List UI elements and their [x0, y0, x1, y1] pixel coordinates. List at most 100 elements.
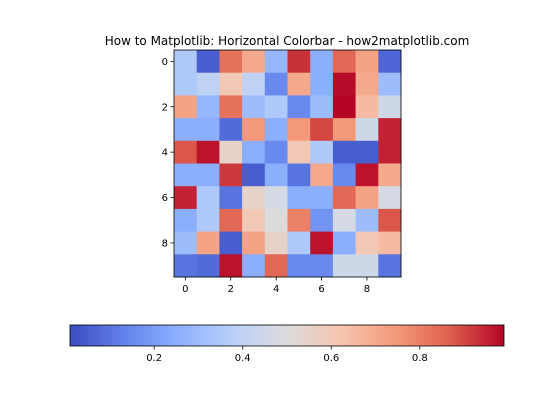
heatmap-cell — [196, 95, 220, 119]
heatmap-cell — [310, 140, 334, 164]
heatmap-cell — [242, 50, 266, 74]
heatmap-cell — [264, 208, 288, 232]
heatmap-cell — [196, 231, 220, 255]
heatmap-cell — [378, 50, 402, 74]
heatmap-cell — [287, 254, 311, 278]
heatmap-cell — [310, 208, 334, 232]
heatmap-cell — [332, 186, 356, 210]
heatmap-cell — [219, 254, 243, 278]
heatmap-cell — [310, 50, 334, 74]
heatmap-cell — [174, 186, 198, 210]
heatmap-cell — [287, 95, 311, 119]
heatmap-cell — [242, 95, 266, 119]
heatmap-cell — [355, 118, 379, 142]
heatmap-cell — [174, 50, 198, 74]
heatmap-cell — [174, 140, 198, 164]
y-tick-label: 2 — [162, 102, 168, 113]
heatmap-cell — [332, 163, 356, 187]
y-tick-label: 4 — [162, 148, 168, 159]
heatmap-cell — [310, 118, 334, 142]
heatmap-cell — [219, 50, 243, 74]
heatmap-cell — [287, 118, 311, 142]
colorbar-tick-label: 0.4 — [235, 353, 251, 364]
heatmap-cell — [310, 254, 334, 278]
colorbar — [69, 324, 505, 347]
heatmap-cell — [310, 186, 334, 210]
heatmap-cell — [219, 163, 243, 187]
x-axis: 0 2 4 6 8 — [182, 277, 370, 295]
heatmap-cell — [378, 72, 402, 96]
heatmap-cell — [196, 208, 220, 232]
heatmap-cell — [264, 50, 288, 74]
x-tick-label: 2 — [228, 284, 234, 295]
heatmap-cell — [378, 208, 402, 232]
heatmap-cell — [174, 208, 198, 232]
heatmap-cell — [264, 254, 288, 278]
heatmap-cell — [287, 50, 311, 74]
heatmap — [174, 50, 402, 278]
heatmap-cell — [242, 254, 266, 278]
heatmap-cell — [332, 254, 356, 278]
heatmap-cell — [332, 118, 356, 142]
heatmap-cell — [378, 231, 402, 255]
heatmap-cell — [219, 118, 243, 142]
heatmap-cell — [332, 72, 356, 96]
heatmap-cell — [242, 163, 266, 187]
heatmap-cell — [264, 118, 288, 142]
heatmap-cell — [264, 186, 288, 210]
heatmap-cell — [332, 50, 356, 74]
heatmap-cell — [196, 72, 220, 96]
heatmap-cell — [355, 140, 379, 164]
heatmap-cell — [378, 118, 402, 142]
x-tick-label: 6 — [318, 284, 324, 295]
heatmap-cell — [310, 72, 334, 96]
heatmap-cell — [332, 140, 356, 164]
heatmap-cell — [287, 72, 311, 96]
heatmap-cell — [242, 208, 266, 232]
heatmap-frame — [173, 49, 402, 278]
heatmap-cell — [264, 163, 288, 187]
chart-title: How to Matplotlib: Horizontal Colorbar -… — [105, 34, 470, 48]
heatmap-cell — [378, 254, 402, 278]
heatmap-cell — [355, 231, 379, 255]
colorbar-tick-label: 0.8 — [412, 353, 428, 364]
y-tick-label: 0 — [162, 57, 168, 68]
heatmap-cell — [287, 140, 311, 164]
heatmap-cell — [219, 208, 243, 232]
heatmap-cell — [355, 163, 379, 187]
heatmap-cell — [242, 118, 266, 142]
heatmap-cell — [378, 163, 402, 187]
heatmap-cell — [310, 231, 334, 255]
heatmap-cell — [332, 208, 356, 232]
heatmap-cell — [196, 163, 220, 187]
x-tick-label: 4 — [273, 284, 279, 295]
heatmap-cell — [196, 186, 220, 210]
heatmap-cell — [355, 72, 379, 96]
heatmap-cell — [174, 163, 198, 187]
heatmap-cell — [355, 208, 379, 232]
heatmap-cell — [287, 231, 311, 255]
y-axis: 0 2 4 6 8 — [162, 57, 174, 249]
heatmap-cell — [174, 254, 198, 278]
heatmap-cell — [174, 72, 198, 96]
heatmap-cell — [242, 140, 266, 164]
heatmap-cell — [378, 95, 402, 119]
heatmap-cell — [196, 50, 220, 74]
colorbar-tick-label: 0.6 — [323, 353, 339, 364]
colorbar-axis: 0.2 0.4 0.6 0.8 — [146, 346, 428, 364]
heatmap-cell — [242, 231, 266, 255]
heatmap-cell — [219, 140, 243, 164]
heatmap-cell — [310, 95, 334, 119]
heatmap-cell — [196, 140, 220, 164]
heatmap-cell — [196, 254, 220, 278]
heatmap-cell — [219, 95, 243, 119]
x-tick-label: 8 — [364, 284, 370, 295]
heatmap-cell — [287, 186, 311, 210]
heatmap-cell — [264, 95, 288, 119]
heatmap-cell — [355, 95, 379, 119]
heatmap-cell — [355, 254, 379, 278]
heatmap-cell — [174, 118, 198, 142]
heatmap-cell — [219, 72, 243, 96]
heatmap-cell — [310, 163, 334, 187]
